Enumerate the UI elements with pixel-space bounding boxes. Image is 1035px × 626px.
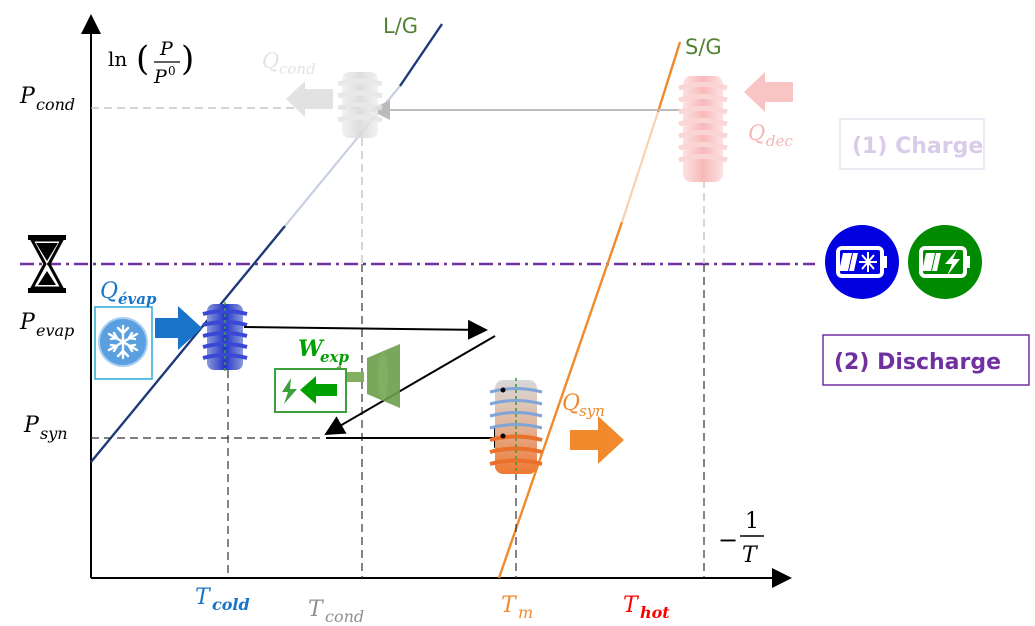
svg-text:−: −	[718, 526, 738, 554]
flow-evap-to-syn	[243, 319, 488, 340]
snowflake-icon	[94, 306, 153, 380]
sg-label: S/G	[685, 35, 722, 59]
svg-text:ln: ln	[108, 47, 127, 71]
svg-text:Q: Q	[100, 279, 118, 304]
svg-text:T: T	[742, 543, 759, 568]
y-axis-label: ln ( P P 0 )	[108, 38, 194, 88]
svg-text:évap: évap	[118, 290, 157, 308]
discharge-phase-box	[822, 334, 1030, 386]
lg-line-upper	[399, 23, 443, 87]
x-tick-t-cond: T cond	[308, 597, 364, 626]
reactor-synthesis-coil	[489, 378, 543, 476]
svg-text:T: T	[308, 597, 325, 622]
q-evap-label: Q évap	[100, 279, 157, 308]
q-cond-arrow	[286, 81, 333, 117]
evaporator-coil	[202, 302, 248, 372]
svg-text:cond: cond	[325, 607, 364, 626]
sg-line-upper	[656, 41, 682, 113]
w-exp-label: W exp	[298, 336, 349, 366]
svg-text:P: P	[159, 38, 174, 60]
svg-text:cold: cold	[212, 595, 250, 614]
x-axis-label: − 1 T	[718, 509, 764, 568]
reactor-decomposition-coil	[678, 76, 728, 182]
svg-text:(: (	[136, 39, 149, 79]
svg-text:syn: syn	[579, 402, 605, 420]
charge-phase-label: (1) Charge	[852, 134, 983, 159]
x-tick-t-m: T m	[501, 593, 533, 622]
svg-text:W: W	[298, 336, 325, 362]
condenser-coil	[337, 72, 383, 138]
hourglass-icon	[28, 235, 66, 293]
svg-text:T: T	[195, 585, 212, 610]
svg-text:T: T	[501, 593, 518, 618]
q-evap-arrow	[155, 306, 202, 350]
charge-phase-box	[839, 118, 985, 170]
y-tick-p-cond: P cond	[19, 84, 75, 114]
svg-text:Q: Q	[748, 121, 765, 145]
q-dec-label: Q dec	[748, 121, 793, 150]
y-tick-p-syn: P syn	[23, 413, 68, 443]
q-syn-label: Q syn	[562, 391, 605, 420]
svg-text:P: P	[153, 66, 168, 88]
q-syn-arrow	[570, 416, 624, 464]
svg-text:cond: cond	[36, 95, 75, 114]
x-tick-t-hot: T hot	[623, 593, 670, 622]
svg-text:P: P	[19, 310, 36, 335]
charging-battery-icon	[908, 225, 982, 299]
svg-text:syn: syn	[40, 424, 68, 443]
svg-text:Q: Q	[262, 49, 279, 73]
svg-text:dec: dec	[766, 132, 793, 150]
svg-text:T: T	[623, 593, 640, 618]
svg-text:evap: evap	[36, 321, 74, 340]
svg-text:cond: cond	[279, 60, 316, 78]
svg-text:m: m	[518, 603, 533, 622]
svg-text:hot: hot	[640, 603, 670, 622]
svg-text:1: 1	[745, 509, 759, 534]
svg-text:): )	[181, 39, 194, 79]
svg-text:exp: exp	[320, 348, 349, 366]
x-tick-t-cold: T cold	[195, 585, 250, 614]
lg-label: L/G	[383, 14, 418, 38]
sg-line-lower	[497, 221, 624, 579]
q-cond-label: Q cond	[262, 49, 316, 78]
svg-text:Q: Q	[562, 391, 580, 416]
q-dec-arrow	[744, 72, 793, 112]
svg-text:P: P	[19, 84, 36, 109]
discharge-phase-label: (2) Discharge	[834, 350, 1001, 375]
svg-text:P: P	[23, 413, 40, 438]
flow-expansion	[324, 335, 496, 436]
cold-battery-icon	[825, 225, 899, 299]
sg-line-faded	[620, 111, 660, 223]
y-tick-p-evap: P evap	[19, 310, 74, 340]
lightning-icon	[274, 368, 347, 413]
lg-line-lower	[90, 225, 286, 463]
svg-text:0: 0	[168, 64, 176, 78]
